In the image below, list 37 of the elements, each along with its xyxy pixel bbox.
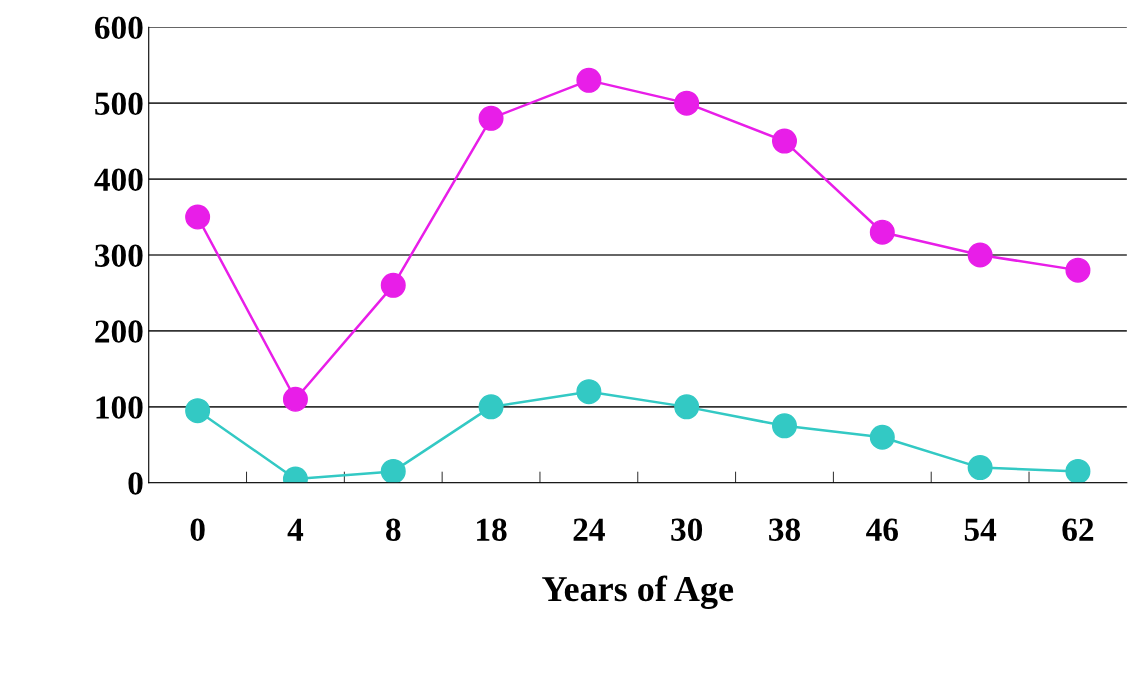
point: [967, 242, 993, 268]
point: [185, 398, 211, 424]
x-tick-label: 30: [671, 518, 703, 541]
point: [771, 128, 797, 154]
point: [869, 424, 895, 450]
point: [576, 67, 602, 93]
y-tick-label: 400: [94, 168, 143, 191]
x-tick-label: 54: [964, 518, 997, 541]
point: [478, 394, 504, 420]
y-tick-label: 600: [95, 16, 143, 40]
x-tick-label: 8: [386, 518, 401, 541]
point: [1065, 458, 1091, 483]
y-tick-label: 300: [95, 244, 143, 267]
point: [576, 379, 602, 405]
x-tick-label: 46: [866, 518, 898, 541]
point: [478, 105, 504, 131]
y-tick-label: 200: [95, 320, 143, 343]
point: [869, 219, 895, 245]
point: [674, 394, 700, 420]
x-tick-label: 4: [287, 518, 304, 541]
point: [1065, 257, 1091, 283]
x-tick-label: 62: [1062, 518, 1094, 541]
x-tick-label: 38: [769, 518, 801, 541]
x-tick-label: 18: [477, 518, 507, 541]
y-tick-label: 100: [96, 396, 143, 419]
point: [282, 386, 308, 412]
y-tick-label: 0: [128, 472, 143, 495]
point: [967, 455, 993, 481]
x-axis-title: Years of Age: [542, 575, 734, 609]
point: [185, 204, 211, 230]
point: [380, 272, 406, 298]
x-tick-label: 0: [190, 518, 205, 541]
point: [771, 413, 797, 439]
point: [380, 458, 406, 483]
y-tick-label: 500: [95, 92, 143, 116]
x-tick-label: 24: [573, 518, 605, 541]
point: [674, 90, 700, 116]
